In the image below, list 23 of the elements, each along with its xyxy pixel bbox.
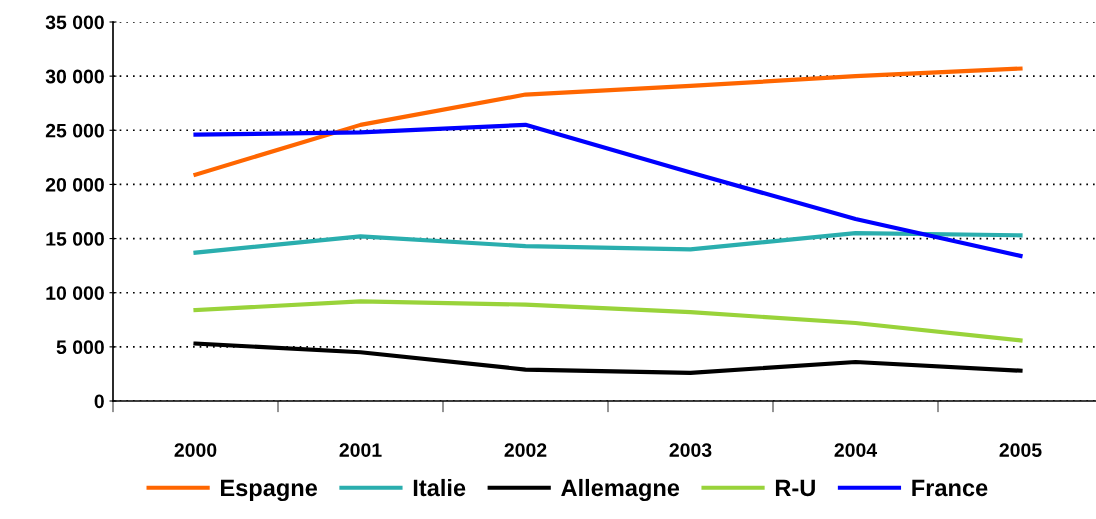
x-tick-label: 2002 — [504, 443, 547, 457]
legend-label: Italie — [413, 478, 466, 497]
y-tick-label: 10 000 — [46, 286, 104, 300]
legend-label: France — [912, 479, 988, 497]
y-tick-label: 20 000 — [45, 177, 104, 192]
legend-label: R-U — [775, 479, 815, 497]
x-tick-label: 2003 — [669, 443, 712, 457]
line-series — [193, 299, 1023, 343]
legend-label: Allemagne — [561, 478, 680, 502]
x-tick-label: 2004 — [834, 443, 878, 457]
y-tick-label: 15 000 — [46, 232, 104, 246]
y-tick-label: 35 000 — [45, 15, 104, 30]
legend-label: Espagne — [221, 479, 318, 502]
y-tick-label: 0 — [94, 394, 104, 409]
x-tick-label: 2001 — [339, 443, 382, 457]
y-tick-label: 30 000 — [45, 69, 104, 84]
y-tick-label: 5 000 — [56, 340, 104, 355]
y-tick-label: 25 000 — [45, 123, 104, 138]
line-series — [193, 66, 1023, 177]
line-series — [193, 231, 1023, 255]
line-series — [193, 122, 1023, 258]
x-tick-label: 2000 — [174, 443, 217, 457]
x-tick-label: 2005 — [999, 443, 1042, 457]
